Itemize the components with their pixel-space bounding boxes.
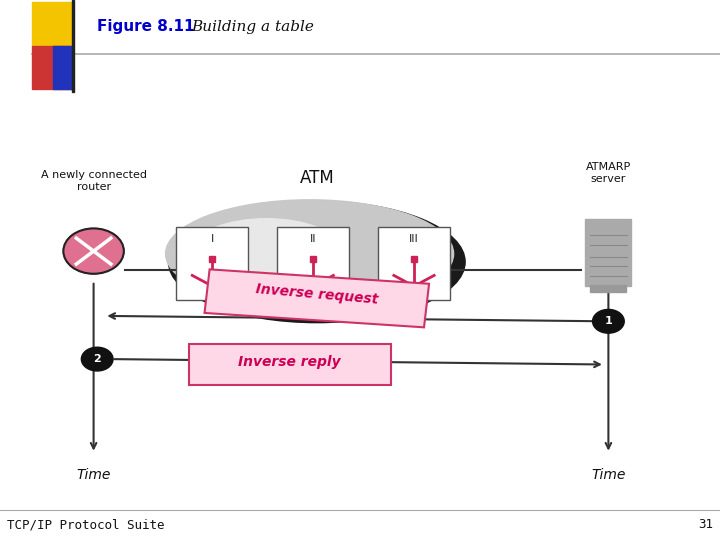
- Text: 1: 1: [605, 316, 612, 326]
- FancyBboxPatch shape: [176, 227, 248, 300]
- Ellipse shape: [168, 201, 465, 322]
- Text: I: I: [211, 234, 214, 244]
- Text: Building a table: Building a table: [191, 20, 314, 34]
- Text: ATMARP
server: ATMARP server: [586, 162, 631, 184]
- Bar: [72, 0, 74, 92]
- Text: III: III: [409, 234, 419, 244]
- FancyBboxPatch shape: [277, 227, 349, 300]
- Ellipse shape: [194, 219, 338, 278]
- Bar: [32, 46, 72, 89]
- Bar: [585, 219, 631, 286]
- Text: ATM: ATM: [300, 169, 334, 187]
- FancyBboxPatch shape: [189, 344, 391, 385]
- Bar: [53, 46, 72, 89]
- Text: TCP/IP Protocol Suite: TCP/IP Protocol Suite: [7, 518, 165, 531]
- Text: 31: 31: [698, 518, 713, 531]
- Text: Time: Time: [76, 468, 111, 482]
- Text: Inverse reply: Inverse reply: [238, 355, 341, 369]
- FancyBboxPatch shape: [204, 269, 429, 327]
- Text: Time: Time: [591, 468, 626, 482]
- Circle shape: [63, 228, 124, 274]
- Ellipse shape: [166, 200, 454, 308]
- Text: Figure 8.11: Figure 8.11: [97, 19, 194, 35]
- Text: 2: 2: [94, 354, 101, 364]
- FancyBboxPatch shape: [378, 227, 450, 300]
- Bar: [590, 285, 626, 292]
- Bar: [32, 2, 72, 46]
- Circle shape: [593, 309, 624, 333]
- Text: Inverse request: Inverse request: [255, 282, 379, 306]
- Text: II: II: [310, 234, 317, 244]
- Text: A newly connected
router: A newly connected router: [40, 170, 147, 192]
- Circle shape: [81, 347, 113, 371]
